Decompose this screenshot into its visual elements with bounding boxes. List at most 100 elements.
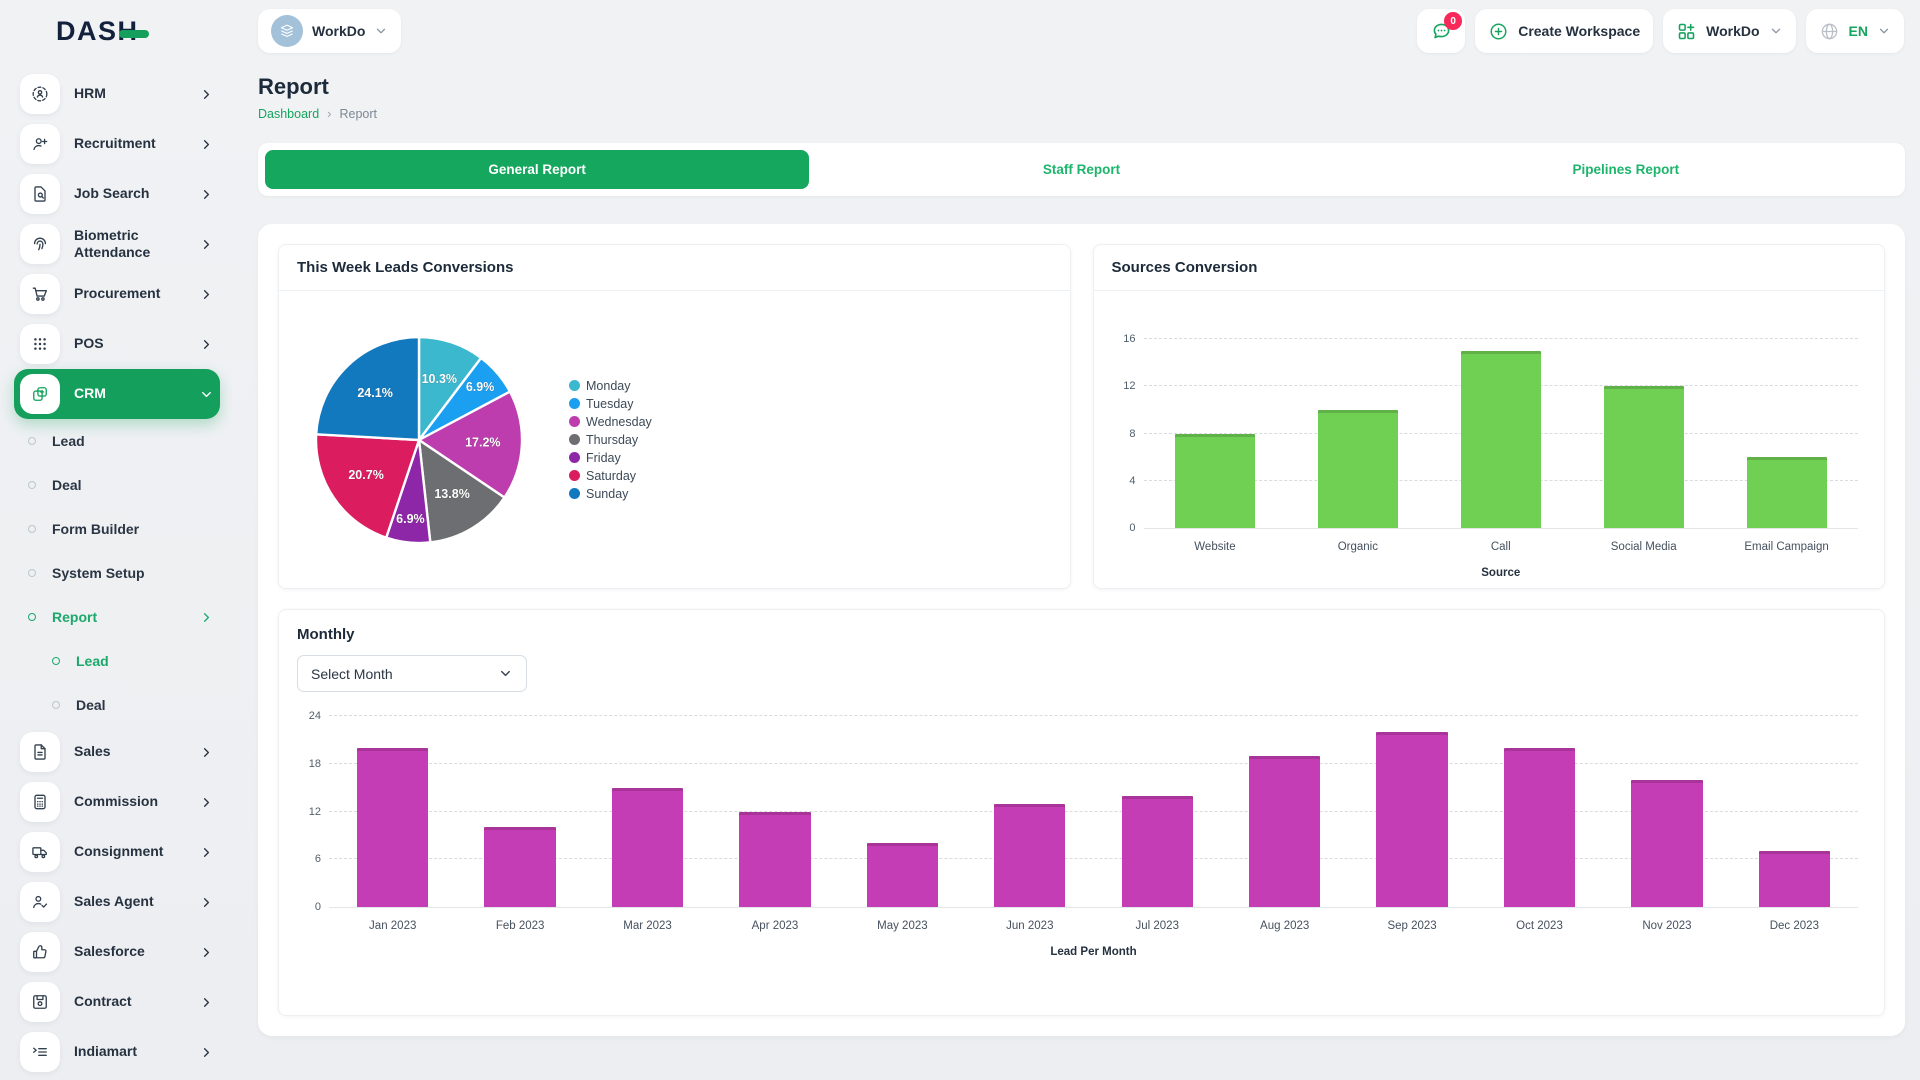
workspace-pill[interactable]: WorkDo xyxy=(258,9,402,53)
tab-general-report[interactable]: General Report xyxy=(265,150,810,189)
sidebar-subitem-system-setup[interactable]: System Setup xyxy=(14,551,220,595)
legend-dot-icon xyxy=(569,470,580,481)
pie-slice-label: 13.8% xyxy=(434,486,469,500)
building-icon xyxy=(280,24,294,37)
create-workspace-label: Create Workspace xyxy=(1518,23,1641,39)
pie-slice-label: 10.3% xyxy=(422,371,457,385)
y-tick-label: 12 xyxy=(308,805,321,818)
topbar-actions: 0 Create Workspace WorkDo EN xyxy=(1417,9,1904,53)
bar-mar-2023 xyxy=(611,787,684,907)
main-content: Report Dashboard › Report General Report… xyxy=(232,62,1920,1080)
bar-jan-2023 xyxy=(357,747,429,907)
chat-button[interactable]: 0 xyxy=(1417,9,1466,53)
sources-conversion-card: Sources Conversion 0 4 8 12 16 Website Organi… xyxy=(1092,244,1885,589)
bar-slot xyxy=(966,716,1093,907)
language-code: EN xyxy=(1848,23,1868,39)
gridline: 16 xyxy=(1123,333,1858,345)
bar-sep-2023 xyxy=(1376,731,1448,907)
x-tick-label: Jul 2023 xyxy=(1135,920,1179,932)
sidebar-item-job-search[interactable]: Job Search xyxy=(14,169,220,219)
report-tabs: General Report Staff Report Pipelines Re… xyxy=(258,143,1905,196)
y-tick-label: 0 xyxy=(314,901,321,913)
bar-call xyxy=(1460,350,1541,528)
sidebar-subitem-report[interactable]: Report xyxy=(14,595,220,639)
sidebar-item-hrm[interactable]: HRM xyxy=(14,69,220,119)
month-select-row: Select Month xyxy=(279,649,1884,694)
chevron-right-icon xyxy=(199,995,214,1010)
bars xyxy=(329,716,1858,907)
workspace-avatar xyxy=(271,15,303,47)
y-tick-label: 24 xyxy=(308,710,321,722)
bar-slot xyxy=(839,716,966,907)
workspace-switcher[interactable]: WorkDo xyxy=(1663,9,1796,53)
chevron-down-icon xyxy=(1877,24,1891,38)
sidebar-subitem-lead[interactable]: Lead xyxy=(14,419,220,463)
sidebar-item-recruitment[interactable]: Recruitment xyxy=(14,119,220,169)
bar-may-2023 xyxy=(866,843,939,907)
sidebar-item-biometric-attendance[interactable]: Biometric Attendance xyxy=(14,219,220,269)
sidebar-item-procurement[interactable]: Procurement xyxy=(14,269,220,319)
chevron-right-icon xyxy=(199,610,220,625)
sources-x-labels: Website Organic Call Social Media Email Camp… xyxy=(1144,541,1859,553)
create-workspace-button[interactable]: Create Workspace xyxy=(1475,9,1654,53)
job-search-icon xyxy=(20,174,60,214)
sidebar-subitem-deal[interactable]: Deal xyxy=(14,683,220,727)
x-tick-label: Apr 2023 xyxy=(751,920,799,932)
commission-icon xyxy=(20,782,60,822)
bullet-icon xyxy=(28,525,36,533)
y-tick-label: 18 xyxy=(308,757,321,770)
report-panel: This Week Leads Conversions 10.3% 6.9% 17.… xyxy=(258,224,1905,1036)
y-tick-label: 12 xyxy=(1123,380,1136,393)
bar-slot xyxy=(584,716,711,907)
sidebar-item-crm[interactable]: CRM xyxy=(14,369,220,419)
gridline: 12 xyxy=(309,806,1858,818)
sidebar-item-commission[interactable]: Commission xyxy=(14,777,220,827)
pie-legend: Monday Tuesday Wednesday Thursday Friday Satu… xyxy=(569,379,652,501)
app-logo[interactable]: DASH xyxy=(0,0,232,61)
month-select[interactable]: Select Month xyxy=(297,655,527,692)
sidebar-item-sales[interactable]: Sales xyxy=(14,727,220,777)
sidebar-subitem-lead[interactable]: Lead xyxy=(14,639,220,683)
sidebar-item-contract[interactable]: Contract xyxy=(14,977,220,1027)
sidebar-item-indiamart[interactable]: Indiamart xyxy=(14,1027,220,1077)
sidebar-item-consignment[interactable]: Consignment xyxy=(14,827,220,877)
chevron-right-icon xyxy=(199,845,214,860)
bars xyxy=(1144,339,1859,528)
x-tick-label: Organic xyxy=(1337,541,1378,553)
tab-pipelines-report[interactable]: Pipelines Report xyxy=(1572,162,1680,177)
breadcrumb-current: Report xyxy=(339,106,378,121)
sales-agent-icon xyxy=(20,882,60,922)
sidebar-item-salesforce[interactable]: Salesforce xyxy=(14,927,220,977)
y-tick-label: 6 xyxy=(314,853,321,866)
gridline: 6 xyxy=(315,853,1858,865)
x-tick-label: May 2023 xyxy=(877,920,928,932)
sources-axis-title: Source xyxy=(1481,567,1521,579)
legend-item-tuesday: Tuesday xyxy=(569,397,652,411)
legend-dot-icon xyxy=(569,452,580,463)
chevron-right-icon xyxy=(199,337,214,352)
topbar: WorkDo 0 Create Workspace WorkDo xyxy=(232,0,1920,62)
legend-dot-icon xyxy=(569,434,580,445)
x-tick-label: Jun 2023 xyxy=(1006,920,1054,932)
y-tick-label: 0 xyxy=(1129,522,1136,534)
sidebar-subitem-form-builder[interactable]: Form Builder xyxy=(14,507,220,551)
tab-staff-report[interactable]: Staff Report xyxy=(1042,162,1121,177)
bar-jul-2023 xyxy=(1121,795,1193,907)
bar-aug-2023 xyxy=(1248,755,1321,907)
page-title: Report xyxy=(258,74,329,99)
sidebar-item-pos[interactable]: POS xyxy=(14,319,220,369)
sidebar-subitem-deal[interactable]: Deal xyxy=(14,463,220,507)
legend-dot-icon xyxy=(569,488,580,499)
pie-slice-label: 20.7% xyxy=(348,468,383,482)
chevron-down-icon xyxy=(1769,24,1783,38)
salesforce-icon xyxy=(20,932,60,972)
x-tick-label: Social Media xyxy=(1610,541,1677,553)
legend-item-wednesday: Wednesday xyxy=(569,415,652,429)
sidebar-item-sales-agent[interactable]: Sales Agent xyxy=(14,877,220,927)
bar-dec-2023 xyxy=(1758,851,1831,907)
workspace-switcher-label: WorkDo xyxy=(1706,23,1760,39)
language-selector[interactable]: EN xyxy=(1805,9,1904,53)
bar-social-media xyxy=(1603,386,1684,528)
breadcrumb-dashboard-link[interactable]: Dashboard xyxy=(258,106,320,121)
bullet-icon xyxy=(28,613,36,621)
